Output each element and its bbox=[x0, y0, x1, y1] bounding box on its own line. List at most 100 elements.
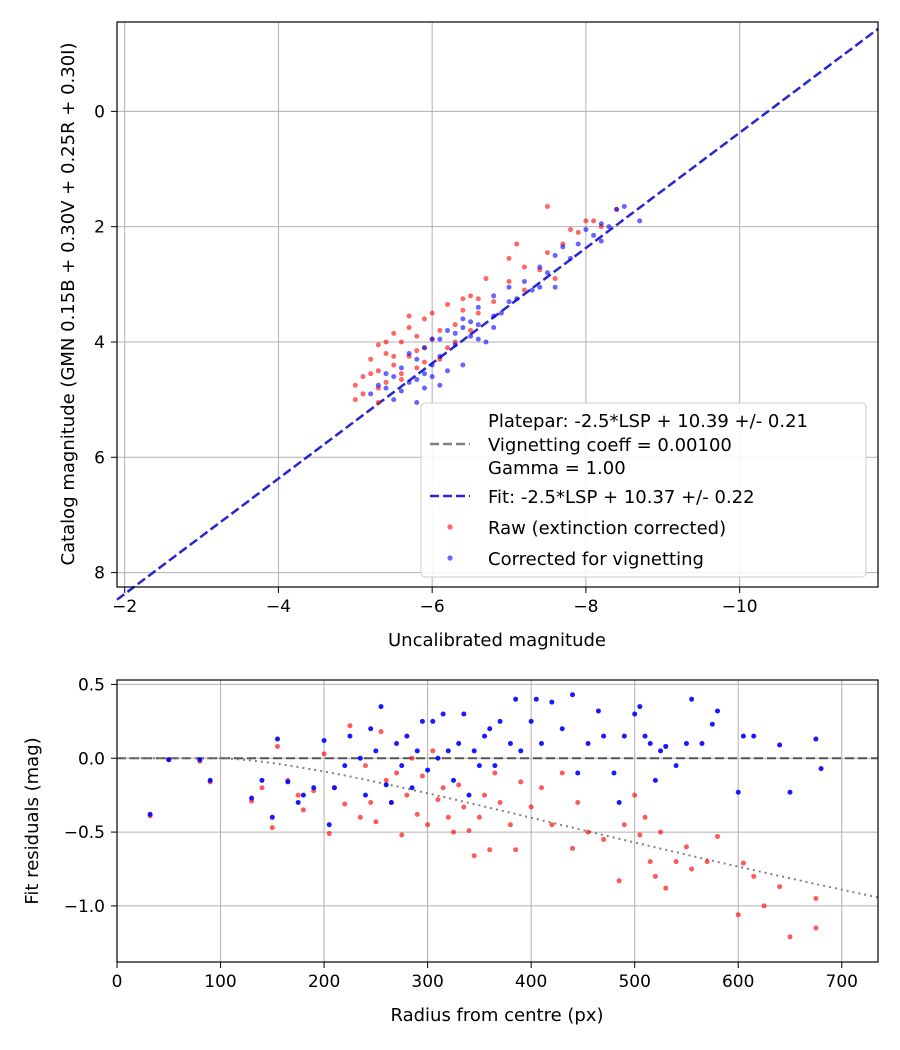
raw-residual-point bbox=[539, 785, 545, 791]
residuals-y-tick-label: −0.5 bbox=[64, 823, 105, 843]
raw-residual-point bbox=[326, 831, 332, 837]
calibration-x-tick-label: −2 bbox=[112, 597, 137, 617]
residuals-y-tick-label: 0.5 bbox=[78, 675, 105, 695]
corrected-residual-point bbox=[466, 792, 472, 798]
raw-residual-point bbox=[466, 828, 472, 834]
corrected-point bbox=[452, 330, 458, 336]
corrected-residual-point bbox=[683, 740, 689, 746]
corrected-point bbox=[475, 336, 481, 342]
legend-platepar-line2: Vignetting coeff = 0.00100 bbox=[488, 435, 732, 456]
raw-residual-point bbox=[347, 723, 353, 729]
corrected-point bbox=[375, 382, 381, 388]
corrected-point bbox=[583, 227, 589, 233]
raw-residual-point bbox=[689, 866, 695, 872]
corrected-residual-point bbox=[147, 811, 153, 817]
corrected-residual-point bbox=[487, 726, 493, 732]
raw-residual-point bbox=[637, 832, 643, 838]
raw-residual-point bbox=[647, 859, 653, 865]
corrected-point bbox=[398, 388, 404, 394]
raw-residual-point bbox=[404, 792, 410, 798]
raw-point bbox=[383, 339, 389, 345]
calibration-x-axis-label: Uncalibrated magnitude bbox=[388, 630, 606, 651]
legend-raw: Raw (extinction corrected) bbox=[488, 518, 726, 539]
corrected-point bbox=[445, 368, 451, 374]
raw-residual-point bbox=[777, 884, 783, 890]
calibration-ticks: −2 −4 −6 −8 −10 0 2 4 6 8 bbox=[94, 102, 757, 617]
raw-residual-point bbox=[740, 860, 746, 866]
raw-point bbox=[406, 313, 412, 319]
corrected-point bbox=[445, 327, 451, 333]
corrected-residual-point bbox=[611, 770, 617, 776]
raw-residual-point bbox=[409, 755, 415, 761]
corrected-residual-point bbox=[715, 708, 721, 714]
raw-residual-point bbox=[673, 859, 679, 865]
residuals-x-tick-label: 200 bbox=[308, 972, 340, 992]
raw-residual-point bbox=[414, 811, 420, 817]
corrected-residual-point bbox=[585, 740, 591, 746]
raw-point bbox=[506, 278, 512, 284]
corrected-residual-point bbox=[518, 748, 524, 754]
corrected-residual-point bbox=[663, 743, 669, 749]
corrected-point bbox=[568, 255, 574, 261]
corrected-point bbox=[468, 333, 474, 339]
raw-point bbox=[383, 351, 389, 357]
raw-residual-point bbox=[507, 822, 513, 828]
calibration-x-tick-label: −4 bbox=[266, 597, 291, 617]
raw-residual-point bbox=[513, 847, 519, 853]
residuals-ticks: 0 100 200 300 400 500 600 700 0.5 0.0 −0.5 −1.0 bbox=[64, 675, 858, 992]
corrected-point bbox=[437, 382, 443, 388]
raw-residual-point bbox=[435, 797, 441, 803]
corrected-point bbox=[391, 397, 397, 403]
raw-point bbox=[445, 345, 451, 351]
corrected-residual-point bbox=[689, 696, 695, 702]
raw-residual-point bbox=[445, 814, 451, 820]
corrected-residual-point bbox=[419, 718, 425, 724]
calibration-x-tick-label: −6 bbox=[420, 597, 445, 617]
corrected-residual-point bbox=[699, 740, 705, 746]
raw-residual-point bbox=[575, 800, 581, 806]
corrected-point bbox=[406, 351, 412, 357]
corrected-residual-point bbox=[295, 800, 301, 806]
raw-point bbox=[437, 327, 443, 333]
raw-point bbox=[521, 287, 527, 293]
calibration-y-tick-label: 0 bbox=[94, 102, 105, 122]
residuals-panel: 0 100 200 300 400 500 600 700 0.5 0.0 −0.5 −1.0 Rad… bbox=[22, 675, 879, 1026]
corrected-residual-point bbox=[357, 755, 363, 761]
corrected-residual-point bbox=[497, 718, 503, 724]
corrected-residual-point bbox=[440, 711, 446, 717]
corrected-residual-point bbox=[362, 792, 368, 798]
calibration-y-axis-label: Catalog magnitude (GMN 0.15B + 0.30V + 0… bbox=[58, 42, 79, 565]
corrected-point bbox=[606, 224, 612, 230]
raw-point bbox=[475, 296, 481, 302]
corrected-point bbox=[421, 371, 427, 377]
raw-point bbox=[506, 255, 512, 261]
raw-residual-point bbox=[419, 773, 425, 779]
raw-residual-point bbox=[482, 792, 488, 798]
raw-residual-point bbox=[357, 814, 363, 820]
corrected-residual-point bbox=[549, 699, 555, 705]
raw-point bbox=[491, 299, 497, 305]
raw-point bbox=[445, 302, 451, 307]
corrected-point bbox=[514, 296, 520, 302]
corrected-point bbox=[521, 278, 527, 284]
raw-residual-point bbox=[704, 859, 710, 865]
raw-residual-point bbox=[621, 822, 627, 828]
residuals-y-tick-label: 0.0 bbox=[78, 749, 105, 769]
residuals-x-tick-label: 700 bbox=[826, 972, 858, 992]
raw-point bbox=[460, 307, 466, 313]
corrected-point bbox=[475, 304, 481, 310]
legend-platepar-line1: Platepar: -2.5*LSP + 10.39 +/- 0.21 bbox=[488, 411, 808, 432]
raw-residual-point bbox=[632, 792, 638, 798]
calibration-y-tick-label: 4 bbox=[94, 333, 105, 353]
corrected-point bbox=[429, 336, 435, 342]
raw-point bbox=[452, 322, 458, 328]
corrected-residual-point bbox=[409, 785, 415, 791]
corrected-residual-point bbox=[435, 755, 441, 761]
raw-residual-point bbox=[787, 934, 793, 940]
residuals-x-tick-label: 600 bbox=[722, 972, 754, 992]
raw-residual-point bbox=[663, 885, 669, 891]
raw-point bbox=[583, 218, 589, 224]
residuals-corrected-points bbox=[147, 692, 824, 828]
raw-residual-point bbox=[373, 819, 379, 825]
